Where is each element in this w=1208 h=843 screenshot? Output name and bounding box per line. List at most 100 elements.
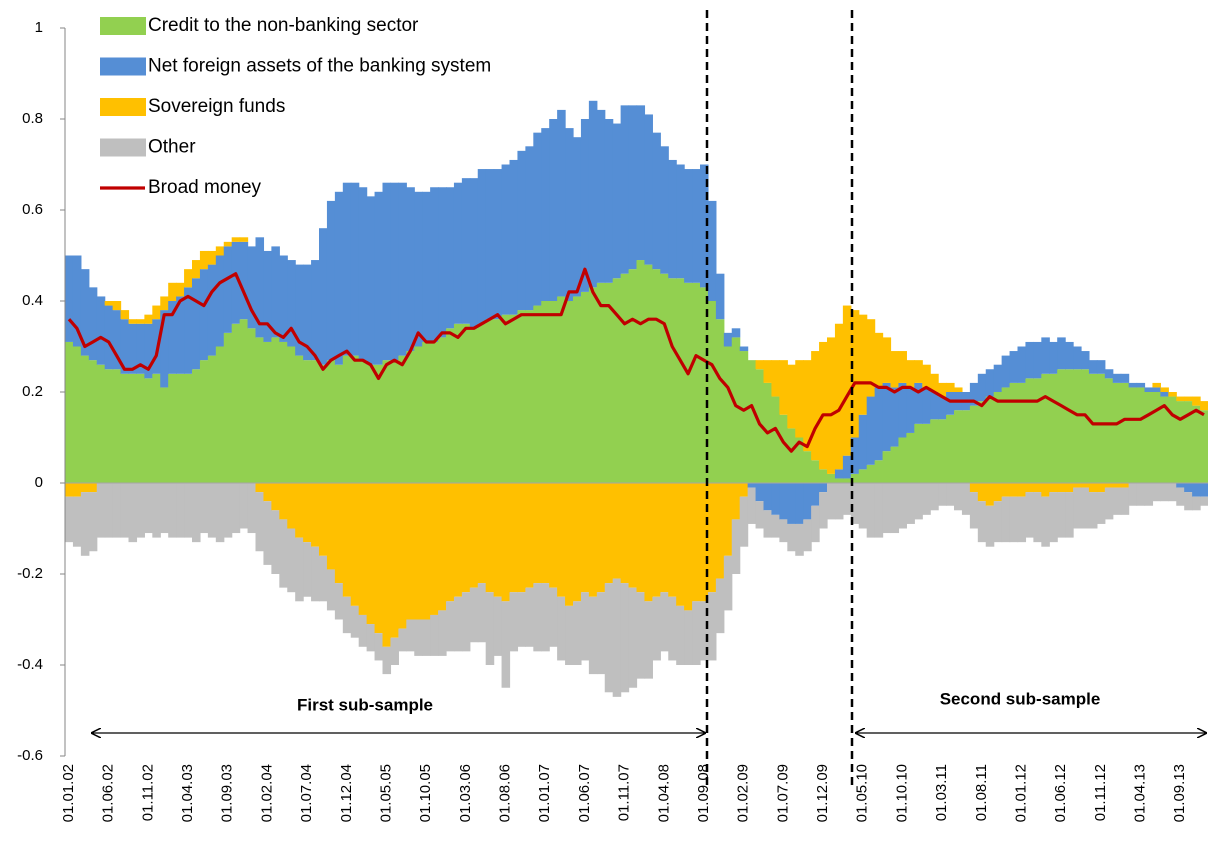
bar-segment bbox=[461, 483, 471, 593]
bar-segment bbox=[1128, 382, 1138, 388]
bar-segment bbox=[850, 483, 860, 524]
bar-segment bbox=[287, 528, 296, 593]
bar-segment bbox=[493, 169, 503, 320]
legend-swatch bbox=[100, 98, 146, 116]
bar-segment bbox=[104, 483, 114, 538]
bar-segment bbox=[446, 328, 455, 483]
bar-segment bbox=[271, 337, 280, 483]
bar-segment bbox=[477, 169, 487, 324]
bar-segment bbox=[390, 637, 399, 665]
bar-segment bbox=[620, 105, 630, 274]
x-tick-label: 01.06.02 bbox=[100, 764, 117, 822]
bar-segment bbox=[1049, 492, 1058, 543]
x-tick-label: 01.09.13 bbox=[1171, 764, 1188, 822]
bar-segment bbox=[342, 182, 352, 356]
bar-segment bbox=[580, 592, 590, 661]
bar-segment bbox=[1160, 396, 1169, 483]
x-tick-label: 01.03.06 bbox=[457, 764, 474, 822]
bar-segment bbox=[938, 483, 947, 506]
bar-segment bbox=[1096, 492, 1106, 524]
bar-segment bbox=[930, 483, 939, 511]
bar-segment bbox=[993, 392, 1003, 483]
bar-segment bbox=[207, 250, 217, 265]
bar-segment bbox=[120, 483, 130, 538]
bar-segment bbox=[517, 483, 526, 593]
bar-segment bbox=[541, 128, 550, 301]
bar-segment bbox=[239, 483, 249, 529]
bar-segment bbox=[684, 169, 693, 283]
bar-segment bbox=[612, 278, 622, 483]
bar-segment bbox=[438, 610, 447, 656]
bar-segment bbox=[96, 483, 106, 538]
x-tick-label: 01.12.04 bbox=[338, 764, 355, 822]
bar-segment bbox=[136, 323, 145, 374]
bar-segment bbox=[795, 523, 804, 556]
bar-segment bbox=[215, 483, 225, 543]
bar-segment bbox=[366, 196, 376, 365]
bar-segment bbox=[239, 237, 249, 242]
bar-segment bbox=[898, 437, 907, 483]
bar-segment bbox=[731, 337, 741, 483]
bar-segment bbox=[319, 228, 328, 365]
bar-segment bbox=[239, 319, 249, 483]
bar-segment bbox=[922, 387, 931, 424]
bar-segment bbox=[231, 237, 241, 242]
bar-segment bbox=[938, 396, 947, 420]
bar-segment bbox=[771, 396, 780, 483]
bar-segment bbox=[707, 483, 717, 593]
bar-segment bbox=[707, 592, 717, 661]
bar-segment bbox=[1009, 382, 1019, 483]
bar-segment bbox=[1192, 483, 1201, 497]
bar-segment bbox=[1033, 341, 1042, 379]
bar-segment bbox=[533, 305, 542, 483]
bar-segment bbox=[136, 319, 145, 324]
bar-segment bbox=[509, 159, 519, 315]
bar-segment bbox=[652, 596, 661, 661]
bar-segment bbox=[549, 119, 558, 301]
y-tick-label: 0.6 bbox=[22, 201, 43, 218]
bar-segment bbox=[263, 501, 272, 565]
bar-segment bbox=[779, 414, 788, 483]
bar-segment bbox=[819, 483, 828, 493]
bar-segment bbox=[215, 246, 225, 256]
bar-segment bbox=[692, 169, 701, 283]
bar-segment bbox=[1073, 346, 1082, 370]
bar-segment bbox=[65, 341, 74, 483]
bar-segment bbox=[485, 169, 495, 320]
x-tick-label: 01.07.09 bbox=[774, 764, 791, 822]
bar-segment bbox=[350, 483, 360, 606]
bar-segment bbox=[1176, 487, 1185, 506]
bar-segment bbox=[985, 396, 995, 483]
y-tick-label: -0.6 bbox=[17, 747, 43, 764]
bar-segment bbox=[604, 483, 614, 584]
bar-segment bbox=[303, 483, 312, 543]
bar-segment bbox=[700, 164, 709, 288]
bar-segment bbox=[1200, 401, 1208, 411]
bar-segment bbox=[961, 410, 971, 483]
x-tick-label: 01.09.08 bbox=[695, 764, 712, 822]
bar-segment bbox=[644, 483, 653, 602]
bar-segment bbox=[739, 496, 749, 547]
bar-segment bbox=[446, 187, 455, 329]
x-tick-label: 01.02.04 bbox=[258, 764, 275, 822]
bar-segment bbox=[652, 269, 661, 483]
bar-segment bbox=[311, 546, 320, 602]
bar-segment bbox=[1041, 483, 1050, 497]
bar-segment bbox=[255, 237, 265, 338]
bar-segment bbox=[858, 483, 868, 529]
x-tick-label: 01.04.13 bbox=[1132, 764, 1149, 822]
bar-segment bbox=[612, 483, 622, 579]
bar-segment bbox=[811, 505, 820, 543]
bar-segment bbox=[612, 578, 622, 697]
bar-segment bbox=[1088, 492, 1098, 529]
bar-segment bbox=[1017, 382, 1027, 483]
bar-segment bbox=[795, 483, 804, 524]
bar-segment bbox=[993, 483, 1003, 502]
bar-segment bbox=[342, 483, 352, 597]
bar-segment bbox=[1073, 487, 1082, 529]
bar-segment bbox=[1112, 487, 1122, 515]
x-tick-label: 01.04.03 bbox=[179, 764, 196, 822]
bar-segment bbox=[406, 187, 415, 352]
